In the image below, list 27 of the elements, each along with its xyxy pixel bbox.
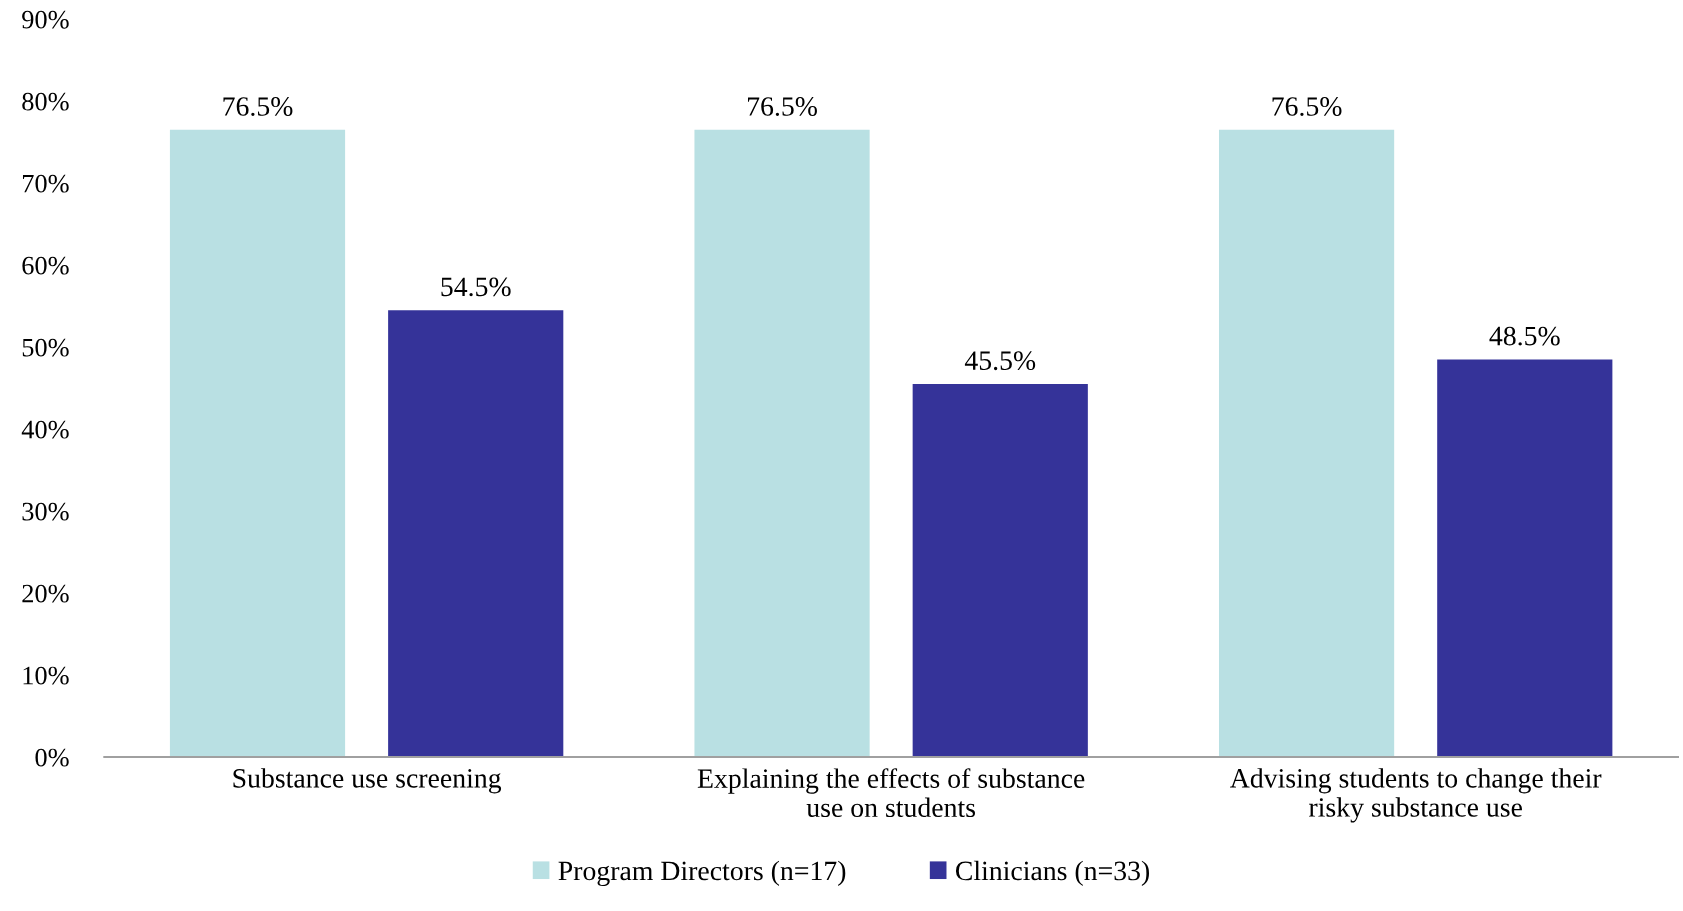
y-tick-label: 40%: [21, 420, 69, 439]
data-label: 76.5%: [223, 97, 293, 116]
bar: [694, 129, 870, 758]
y-tick-label: 90%: [22, 10, 69, 29]
data-label: 45.5%: [964, 351, 1036, 371]
bar: [388, 310, 564, 758]
data-label: 76.5%: [1272, 97, 1342, 116]
bar: [912, 383, 1088, 758]
x-tick-label: Advising students to change their risky substance use: [1230, 768, 1602, 823]
legend-label: Program Directors (n=17): [558, 860, 846, 886]
data-label: 48.5%: [1489, 326, 1560, 346]
y-tick-label: 0%: [35, 748, 69, 767]
y-tick-label: 70%: [22, 174, 69, 193]
y-tick-label: 60%: [22, 256, 69, 275]
y-tick-label: 10%: [23, 666, 69, 685]
y-tick-label: 20%: [22, 584, 69, 603]
x-tick-label: Substance use screening: [233, 768, 502, 794]
y-tick-label: 80%: [22, 92, 69, 111]
y-tick-label: 30%: [22, 502, 69, 521]
bar: [1437, 359, 1613, 758]
y-tick-label: 50%: [22, 338, 69, 357]
bar: [169, 129, 346, 758]
legend-label: Clinicians (n=33): [955, 860, 1150, 886]
x-tick-label: Explaining the effects of substance use on students: [697, 768, 1085, 818]
bar: [1218, 129, 1395, 758]
data-label: 54.5%: [441, 277, 511, 297]
data-label: 76.5%: [748, 97, 817, 116]
